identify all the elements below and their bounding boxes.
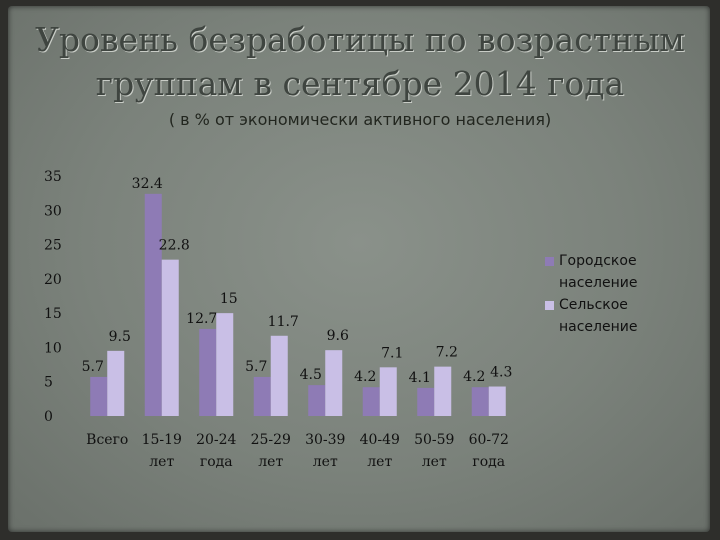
bar-rural: [379, 367, 397, 416]
chart-legend: Городское население Сельское население: [545, 250, 705, 338]
bar-urban: [144, 193, 162, 416]
x-category-label: Всего: [86, 432, 128, 448]
data-label: 7.1: [381, 345, 403, 361]
legend-swatch-rural: [545, 301, 554, 310]
bar-urban: [199, 328, 217, 416]
x-category-label: года: [472, 454, 505, 470]
x-category-label: 20-24: [196, 432, 236, 448]
data-label: 4.2: [354, 369, 376, 385]
x-category-label: лет: [313, 454, 338, 470]
x-category-label: года: [200, 454, 233, 470]
data-label: 15: [220, 291, 238, 307]
y-tick-label: 15: [44, 306, 62, 322]
bar-urban: [471, 387, 489, 416]
data-label: 12.7: [186, 311, 217, 327]
legend-swatch-urban: [545, 257, 554, 266]
y-tick-label: 25: [44, 238, 62, 254]
chart-title: Уровень безработицы по возрастным группа…: [35, 20, 685, 103]
bar-urban: [90, 376, 108, 416]
data-label: 9.5: [109, 329, 131, 345]
x-category-label: лет: [422, 454, 447, 470]
x-category-label: 30-39: [305, 432, 345, 448]
legend-item-urban: Городское население: [545, 250, 705, 294]
bar-rural: [434, 366, 452, 416]
chart-subtitle: ( в % от экономически активного населени…: [168, 110, 552, 129]
bar-rural: [325, 350, 343, 416]
data-label: 4.1: [409, 370, 431, 386]
y-tick-label: 0: [44, 409, 53, 425]
data-label: 9.6: [327, 328, 349, 344]
x-category-label: лет: [367, 454, 392, 470]
data-label: 11.7: [268, 314, 299, 330]
data-label: 4.5: [300, 367, 322, 383]
y-tick-label: 35: [44, 169, 62, 185]
legend-item-rural: Сельское население: [545, 294, 705, 338]
y-tick-label: 30: [44, 203, 62, 219]
x-category-label: 50-59: [414, 432, 454, 448]
x-category-label: 40-49: [360, 432, 400, 448]
data-label: 5.7: [82, 359, 104, 375]
data-label: 32.4: [132, 176, 163, 192]
data-label: 7.2: [436, 345, 458, 361]
bar-urban: [253, 376, 271, 416]
data-label: 4.3: [490, 365, 512, 381]
bar-rural: [488, 386, 506, 416]
bar-urban: [417, 387, 435, 416]
slide-background: [8, 6, 710, 532]
bar-rural: [216, 313, 234, 416]
bar-rural: [161, 259, 179, 416]
y-tick-label: 5: [44, 375, 53, 391]
x-category-label: лет: [149, 454, 174, 470]
bar-urban: [308, 385, 326, 416]
legend-label-rural: Сельское население: [559, 297, 638, 335]
y-tick-label: 10: [44, 340, 62, 356]
data-label: 22.8: [159, 238, 190, 254]
x-category-label: лет: [258, 454, 283, 470]
bar-rural: [270, 335, 288, 416]
data-label: 5.7: [245, 359, 267, 375]
x-category-label: 15-19: [142, 432, 182, 448]
x-category-label: 60-72: [469, 432, 509, 448]
data-label: 4.2: [463, 369, 485, 385]
x-category-label: 25-29: [251, 432, 291, 448]
y-tick-label: 20: [44, 272, 62, 288]
bar-urban: [362, 387, 380, 416]
bar-rural: [107, 350, 125, 416]
legend-label-urban: Городское население: [559, 253, 638, 291]
